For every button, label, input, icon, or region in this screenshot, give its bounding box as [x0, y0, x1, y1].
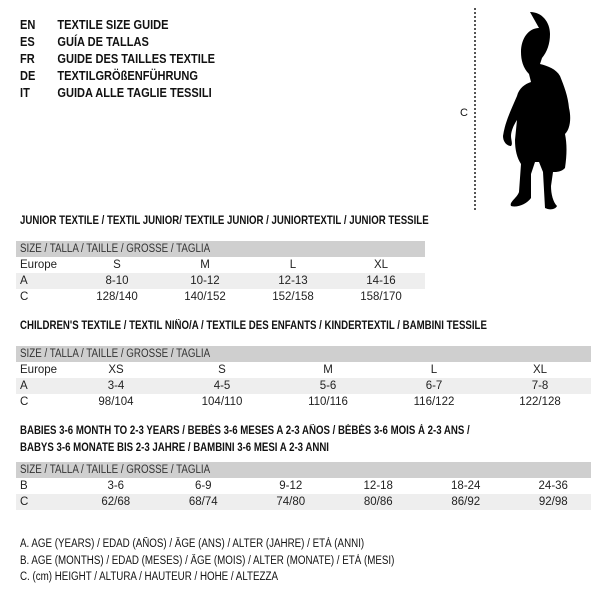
table-cell: 9-12 [279, 480, 303, 492]
table-row: A 8-10 10-12 12-13 14-16 [16, 273, 425, 289]
table-row: Europe XS S M L XL [16, 362, 591, 378]
row-label: A [20, 275, 28, 287]
title-fr: FR GUIDE DES TAILLES TEXTILE [20, 51, 215, 66]
table-cell: 8-10 [105, 275, 129, 287]
legend-a: A. AGE (YEARS) / EDAD (AÑOS) / ÂGE (ANS)… [20, 538, 365, 550]
table-cell: 4-5 [213, 380, 231, 392]
size-header: SIZE / TALLA / TAILLE / GRÖSSE / TAGLIA [16, 241, 425, 257]
table-cell: 140/152 [184, 291, 226, 303]
table-cell: 80/86 [363, 496, 393, 508]
row-label: C [20, 396, 29, 408]
table-cell: 18-24 [451, 480, 481, 492]
table-cell: 3-4 [107, 380, 125, 392]
child-silhouette-icon [503, 12, 571, 210]
table-cell: XL [373, 259, 389, 271]
table-cell: 98/104 [98, 396, 134, 408]
table-row: C 128/140 140/152 152/158 158/170 [16, 289, 425, 305]
table-cell: 116/122 [413, 396, 455, 408]
table-cell: L [289, 259, 297, 271]
table-cell: 14-16 [366, 275, 396, 287]
table-cell: 62/68 [101, 496, 131, 508]
height-measure-line [474, 8, 476, 210]
title-en: EN TEXTILE SIZE GUIDE [20, 17, 169, 32]
row-label: B [20, 480, 28, 492]
table-cell: 3-6 [107, 480, 125, 492]
table-cell: 12-18 [363, 480, 393, 492]
title-de: DE TEXTILGRÖßENFÜHRUNG [20, 68, 198, 83]
row-label: A [20, 380, 28, 392]
table-cell: M [323, 364, 333, 376]
table-cell: 6-7 [425, 380, 443, 392]
table-cell: 24-36 [538, 480, 568, 492]
junior-size-table: SIZE / TALLA / TAILLE / GRÖSSE / TAGLIA … [16, 241, 425, 305]
table-cell: 152/158 [272, 291, 314, 303]
title-es: ES GUÍA DE TALLAS [20, 34, 149, 49]
table-cell: 74/80 [276, 496, 306, 508]
row-label: C [20, 496, 29, 508]
children-size-table: SIZE / TALLA / TAILLE / GRÖSSE / TAGLIA … [16, 346, 591, 410]
table-cell: 5-6 [319, 380, 337, 392]
table-cell: 158/170 [360, 291, 402, 303]
table-cell: 104/110 [201, 396, 243, 408]
table-cell: 12-13 [278, 275, 308, 287]
babies-heading-line1: BABIES 3-6 MONTH TO 2-3 YEARS / BEBÉS 3-… [20, 425, 470, 437]
table-cell: 6-9 [194, 480, 212, 492]
table-cell: 7-8 [531, 380, 549, 392]
size-header: SIZE / TALLA / TAILLE / GRÖSSE / TAGLIA [16, 462, 591, 478]
table-cell: 86/92 [451, 496, 481, 508]
row-label: Europe [20, 259, 58, 271]
table-cell: S [218, 364, 226, 376]
table-row: C 62/68 68/74 74/80 80/86 86/92 92/98 [16, 494, 591, 510]
legend-c: C. (cm) HEIGHT / ALTURA / HAUTEUR / HÖHE… [20, 571, 278, 583]
babies-size-table: SIZE / TALLA / TAILLE / GRÖSSE / TAGLIA … [16, 462, 591, 510]
table-cell: XL [532, 364, 548, 376]
table-row: B 3-6 6-9 9-12 12-18 18-24 24-36 [16, 478, 591, 494]
table-cell: 10-12 [190, 275, 220, 287]
table-cell: 128/140 [96, 291, 138, 303]
children-heading: CHILDREN'S TEXTILE / TEXTIL NIÑO/A / TEX… [20, 320, 487, 332]
table-cell: S [113, 259, 121, 271]
table-cell: M [200, 259, 210, 271]
babies-heading-line2: BABYS 3-6 MONATE BIS 2-3 JAHRE / BAMBINI… [20, 442, 329, 454]
table-cell: 92/98 [538, 496, 568, 508]
table-cell: 122/128 [519, 396, 561, 408]
table-cell: XS [108, 364, 124, 376]
title-it: IT GUIDA ALLE TAGLIE TESSILI [20, 85, 212, 100]
row-label: Europe [20, 364, 58, 376]
size-header: SIZE / TALLA / TAILLE / GRÖSSE / TAGLIA [16, 346, 591, 362]
height-measure-label: C [460, 107, 468, 119]
row-label: C [20, 291, 29, 303]
table-row: Europe S M L XL [16, 257, 425, 273]
table-cell: 110/116 [308, 396, 348, 408]
junior-heading: JUNIOR TEXTILE / TEXTIL JUNIOR/ TEXTILE … [20, 215, 429, 227]
table-cell: 68/74 [188, 496, 218, 508]
legend-b: B. AGE (MONTHS) / EDAD (MESES) / ÂGE (MO… [20, 555, 395, 567]
table-row: A 3-4 4-5 5-6 6-7 7-8 [16, 378, 591, 394]
table-row: C 98/104 104/110 110/116 116/122 122/128 [16, 394, 591, 410]
table-cell: L [430, 364, 438, 376]
